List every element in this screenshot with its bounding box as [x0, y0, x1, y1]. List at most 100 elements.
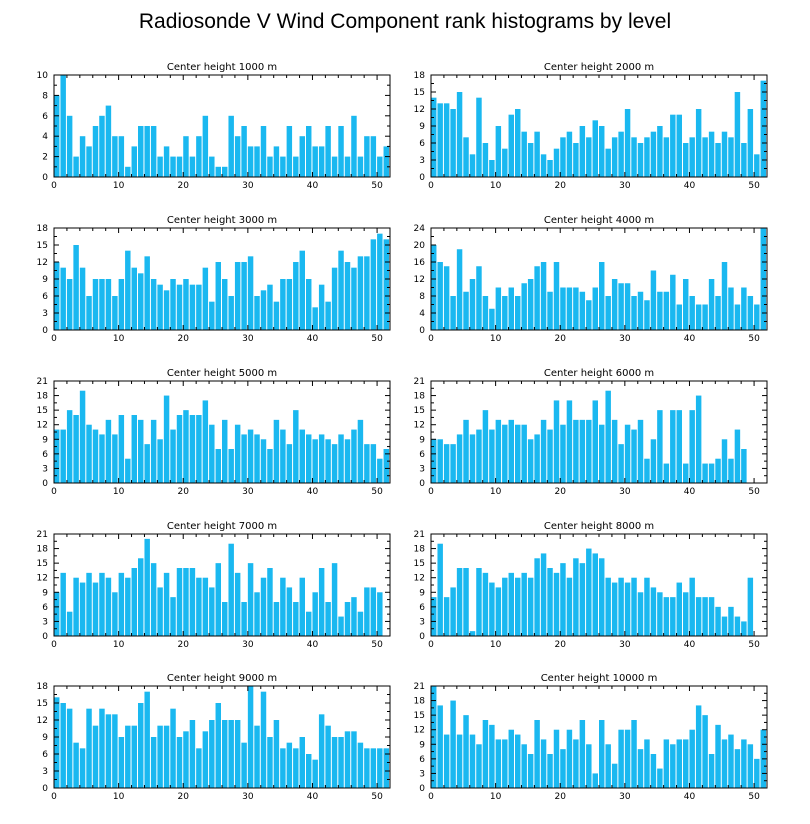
histogram-bar: [364, 136, 370, 177]
y-tick-label: 3: [42, 617, 48, 627]
y-tick-label: 9: [42, 733, 48, 743]
histogram-bar: [222, 166, 228, 177]
histogram-bar: [377, 592, 383, 636]
histogram-bar: [383, 239, 389, 330]
histogram-bar: [631, 429, 637, 483]
histogram-bar: [234, 572, 241, 636]
y-tick-label: 12: [414, 275, 425, 285]
histogram-bar: [482, 720, 489, 788]
histogram-bar: [463, 137, 469, 177]
histogram-bar: [131, 267, 137, 330]
histogram-bar: [338, 737, 344, 788]
histogram-bar: [534, 720, 540, 788]
histogram-bar: [657, 291, 663, 330]
histogram-bar: [202, 577, 209, 636]
x-tick-label: 40: [684, 334, 696, 344]
x-tick-label: 40: [684, 487, 696, 497]
histogram-bar: [157, 156, 163, 177]
histogram-bar: [663, 137, 670, 177]
histogram-bar: [456, 434, 463, 483]
histogram-bar: [579, 563, 586, 636]
histogram-bar: [515, 577, 521, 636]
histogram-bar: [495, 739, 502, 788]
histogram-bar: [515, 734, 521, 788]
histogram-bar: [683, 739, 689, 788]
histogram-bar: [599, 558, 605, 636]
y-tick-label: 2: [42, 153, 48, 163]
histogram-bar: [695, 705, 702, 788]
x-tick-label: 40: [684, 792, 696, 802]
histogram-bar: [586, 300, 592, 330]
histogram-bar: [234, 424, 241, 483]
histogram-bar: [189, 284, 196, 330]
histogram-bar: [515, 296, 521, 330]
histogram-bar: [560, 563, 566, 636]
histogram-bar: [60, 429, 66, 483]
y-tick-label: 20: [414, 241, 426, 251]
histogram-bar: [734, 304, 741, 330]
y-tick-label: 3: [42, 464, 48, 474]
histogram-bar: [247, 686, 254, 788]
histogram-bar: [163, 146, 170, 177]
panel-title: Center height 2000 m: [544, 62, 654, 73]
histogram-bar: [728, 606, 734, 636]
y-tick-label: 3: [42, 309, 48, 319]
y-tick-label: 12: [414, 574, 425, 584]
histogram-bar: [215, 449, 221, 483]
x-tick-label: 0: [428, 792, 434, 802]
histogram-bar: [196, 415, 202, 483]
histogram-bar: [357, 156, 364, 177]
histogram-bar: [125, 458, 131, 483]
histogram-bar: [325, 602, 331, 636]
histogram-bar: [527, 439, 534, 483]
histogram-bar: [92, 429, 99, 483]
histogram-bar: [79, 267, 86, 330]
histogram-bar: [273, 146, 280, 177]
histogram-bar: [521, 744, 527, 788]
histogram-bar: [605, 148, 611, 177]
x-tick-label: 50: [748, 640, 760, 650]
histogram-bar: [502, 424, 508, 483]
histogram-bar: [306, 611, 312, 636]
histogram-panel: Center height 7000 m 0 10 20 30 40 50 0 3 6 9 12 15 1…: [37, 521, 391, 650]
x-tick-label: 30: [242, 334, 254, 344]
histogram-bar: [540, 262, 547, 330]
histogram-bar: [60, 267, 66, 330]
histogram-bar: [689, 296, 695, 330]
histogram-bar: [527, 754, 534, 788]
y-tick-label: 0: [419, 632, 425, 642]
x-tick-label: 20: [178, 181, 190, 191]
histogram-bar: [573, 143, 579, 177]
y-tick-label: 12: [414, 421, 425, 431]
histogram-bar: [534, 558, 540, 636]
histogram-bar: [66, 410, 73, 483]
histogram-bar: [99, 434, 105, 483]
histogram-bar: [150, 279, 157, 330]
histogram-panel: Center height 8000 m 0 10 20 30 40 50 0 3 6 9 12 15 1…: [414, 521, 768, 650]
histogram-bar: [60, 75, 66, 177]
x-tick-label: 30: [242, 640, 254, 650]
histogram-bar: [273, 602, 280, 636]
histogram-bar: [695, 109, 702, 177]
histogram-bar: [741, 449, 747, 483]
histogram-bar: [611, 763, 618, 788]
histogram-bar: [469, 154, 476, 177]
histogram-bar: [534, 434, 540, 483]
histogram-bar: [611, 137, 618, 177]
histogram-bar: [715, 724, 721, 788]
histogram-bar: [734, 749, 741, 788]
histogram-bar: [370, 444, 377, 483]
histogram-bar: [469, 631, 476, 636]
histogram-bar: [631, 137, 637, 177]
y-tick-label: 3: [419, 464, 425, 474]
histogram-bar: [553, 262, 560, 330]
histogram-bar: [79, 390, 86, 483]
histogram-bar: [437, 103, 443, 177]
histogram-bar: [189, 156, 196, 177]
histogram-bar: [624, 109, 631, 177]
y-tick-label: 6: [42, 603, 48, 613]
histogram-bar: [747, 577, 754, 636]
histogram-bar: [463, 291, 469, 330]
histogram-bar: [351, 731, 357, 788]
x-tick-label: 40: [307, 640, 319, 650]
